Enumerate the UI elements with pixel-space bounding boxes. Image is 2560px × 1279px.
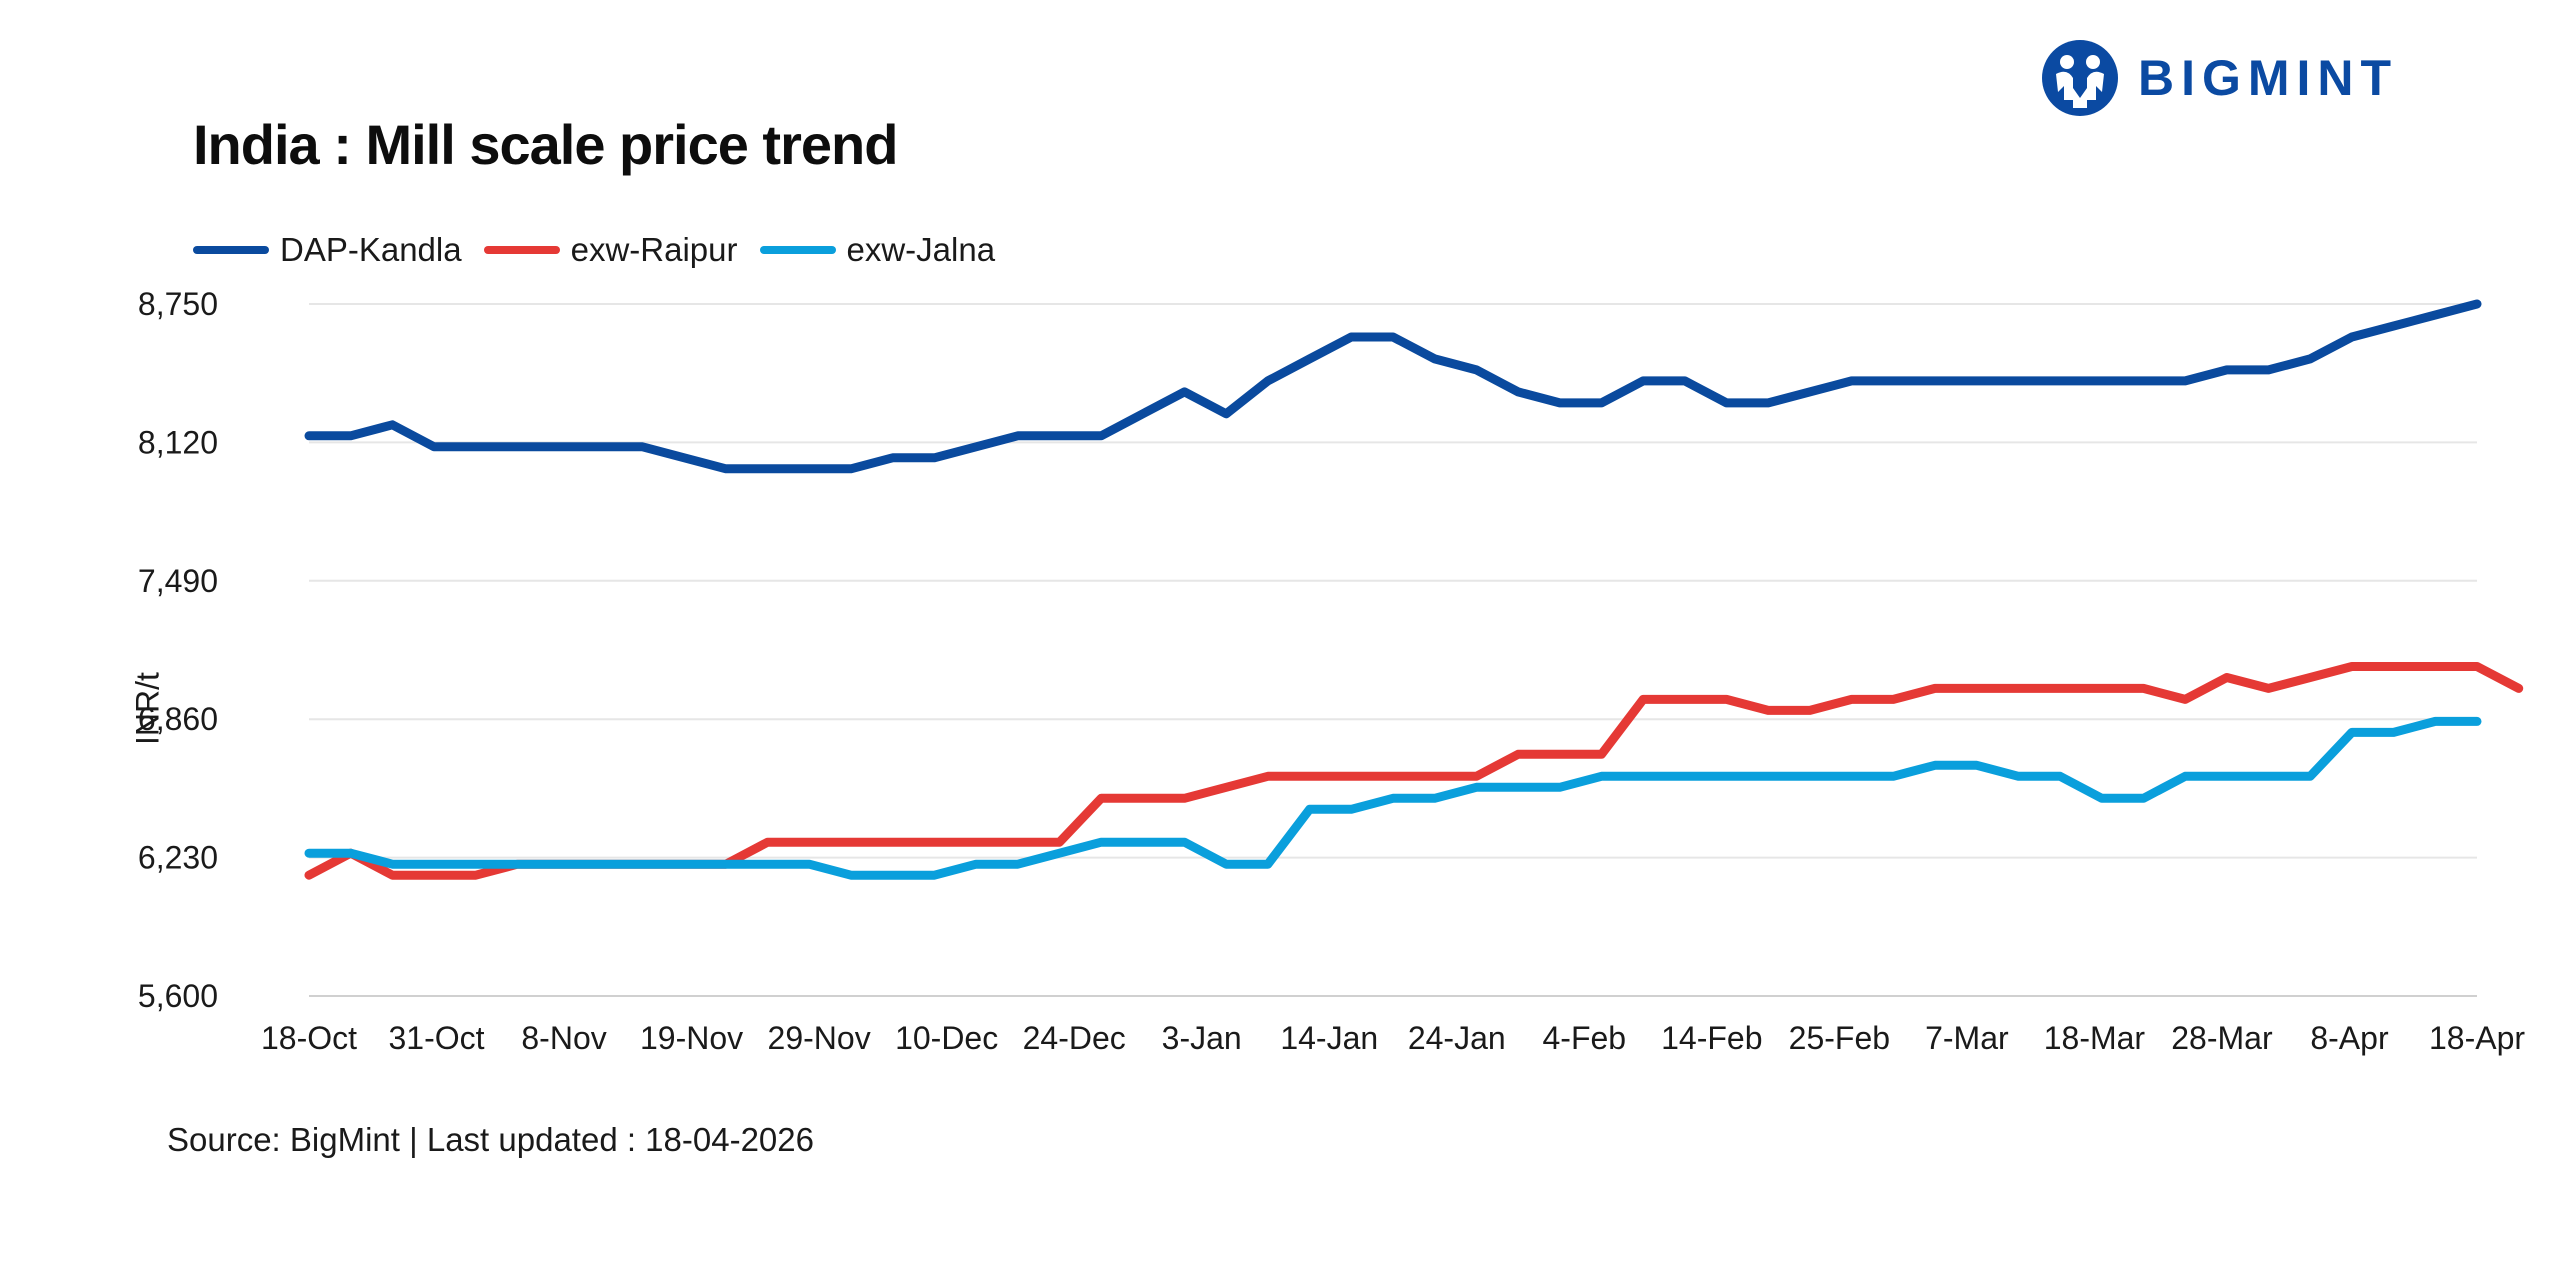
chart-title: India : Mill scale price trend [193,113,898,176]
legend-swatch-dap-kandla [193,246,269,254]
x-tick-label: 14-Jan [1280,1020,1378,1056]
chart-legend: DAP-Kandla exw-Raipur exw-Jalna [193,228,1017,272]
legend-item-exw-raipur: exw-Raipur [483,231,738,269]
legend-label-exw-jalna: exw-Jalna [846,231,996,268]
legend-item-dap-kandla: DAP-Kandla [193,231,462,269]
x-tick-label: 18-Apr [2429,1020,2525,1056]
x-tick-label: 4-Feb [1542,1020,1626,1056]
brand-logo: BIGMINT [2040,38,2398,118]
y-tick-label: 5,600 [138,978,218,1014]
legend-item-exw-jalna: exw-Jalna [759,231,996,269]
x-tick-label: 24-Jan [1408,1020,1506,1056]
x-tick-label: 19-Nov [640,1020,743,1056]
legend-swatch-exw-raipur [483,246,560,254]
x-tick-label: 18-Oct [261,1020,357,1056]
series-line-exw-jalna [304,716,2482,880]
x-tick-label: 31-Oct [389,1020,485,1056]
series-line-exw-raipur [304,662,2524,880]
x-tick-label: 7-Mar [1925,1020,2009,1056]
source-note: Source: BigMint | Last updated : 18-04-2… [167,1121,814,1158]
x-tick-label: 3-Jan [1162,1020,1242,1056]
x-tick-label: 8-Apr [2310,1020,2389,1056]
logo-text: BIGMINT [2138,50,2399,106]
legend-label-dap-kandla: DAP-Kandla [280,231,462,268]
x-tick-label: 8-Nov [521,1020,606,1056]
x-tick-label: 24-Dec [1023,1020,1126,1056]
x-tick-label: 25-Feb [1789,1020,1890,1056]
y-tick-label: 6,860 [138,701,218,737]
x-tick-label: 10-Dec [895,1020,998,1056]
legend-label-exw-raipur: exw-Raipur [570,231,738,268]
x-tick-label: 18-Mar [2044,1020,2146,1056]
x-tick-label: 28-Mar [2171,1020,2273,1056]
bigmint-logo-icon [2042,40,2118,116]
x-tick-label: 29-Nov [768,1020,871,1056]
y-tick-label: 8,750 [138,286,218,322]
y-tick-label: 7,490 [138,563,218,599]
y-tick-label: 6,230 [138,840,218,876]
series-line-dap-kandla [304,299,2482,474]
y-tick-label: 8,120 [138,424,218,460]
legend-swatch-exw-jalna [759,246,836,254]
x-tick-label: 14-Feb [1661,1020,1762,1056]
